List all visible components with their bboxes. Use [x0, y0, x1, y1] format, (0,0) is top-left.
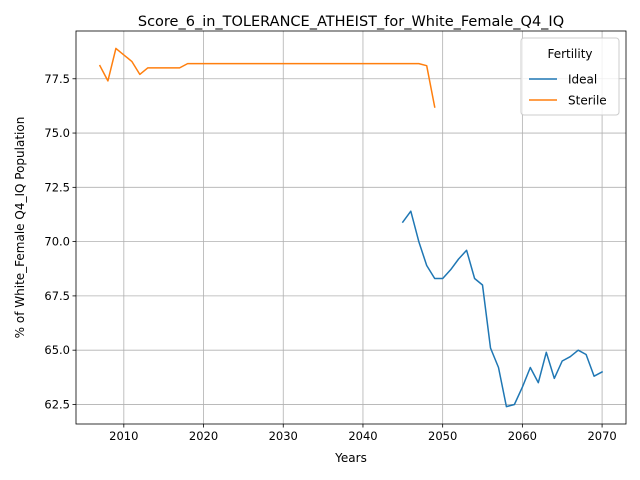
y-axis: 62.5 65.0 67.5 70.0 72.5 75.0 77.5 — [44, 72, 76, 411]
y-tick-label: 72.5 — [44, 180, 70, 194]
x-axis: 2010 2020 2030 2040 2050 2060 2070 — [109, 424, 617, 443]
chart-title: Score_6_in_TOLERANCE_ATHEIST_for_White_F… — [138, 14, 564, 30]
legend-box — [520, 37, 620, 116]
plot-frame — [75, 30, 627, 425]
legend-label-ideal: Ideal — [568, 73, 597, 87]
x-tick-label: 2030 — [269, 429, 298, 443]
x-tick-label: 2010 — [109, 429, 138, 443]
legend-entries: Ideal Sterile — [529, 73, 607, 108]
legend: Fertility Ideal Sterile — [520, 37, 620, 116]
x-tick-label: 2050 — [428, 429, 457, 443]
series-line-ideal — [401, 210, 604, 408]
x-tick-label: 2040 — [348, 429, 377, 443]
x-tick-label: 2060 — [508, 429, 537, 443]
series-line-sterile — [98, 47, 436, 108]
y-tick-label: 75.0 — [44, 126, 70, 140]
y-tick-label: 67.5 — [44, 289, 70, 303]
x-tick-label: 2070 — [587, 429, 616, 443]
y-tick-label: 65.0 — [44, 343, 70, 357]
legend-label-sterile: Sterile — [568, 94, 607, 108]
x-axis-label: Years — [334, 451, 367, 465]
series-group — [98, 47, 604, 408]
y-tick-label: 62.5 — [44, 397, 70, 411]
legend-title: Fertility — [547, 47, 592, 61]
y-tick-label: 77.5 — [44, 72, 70, 86]
y-axis-label: % of White_Female Q4_IQ Population — [13, 117, 27, 339]
x-tick-label: 2020 — [189, 429, 218, 443]
y-tick-label: 70.0 — [44, 235, 70, 249]
